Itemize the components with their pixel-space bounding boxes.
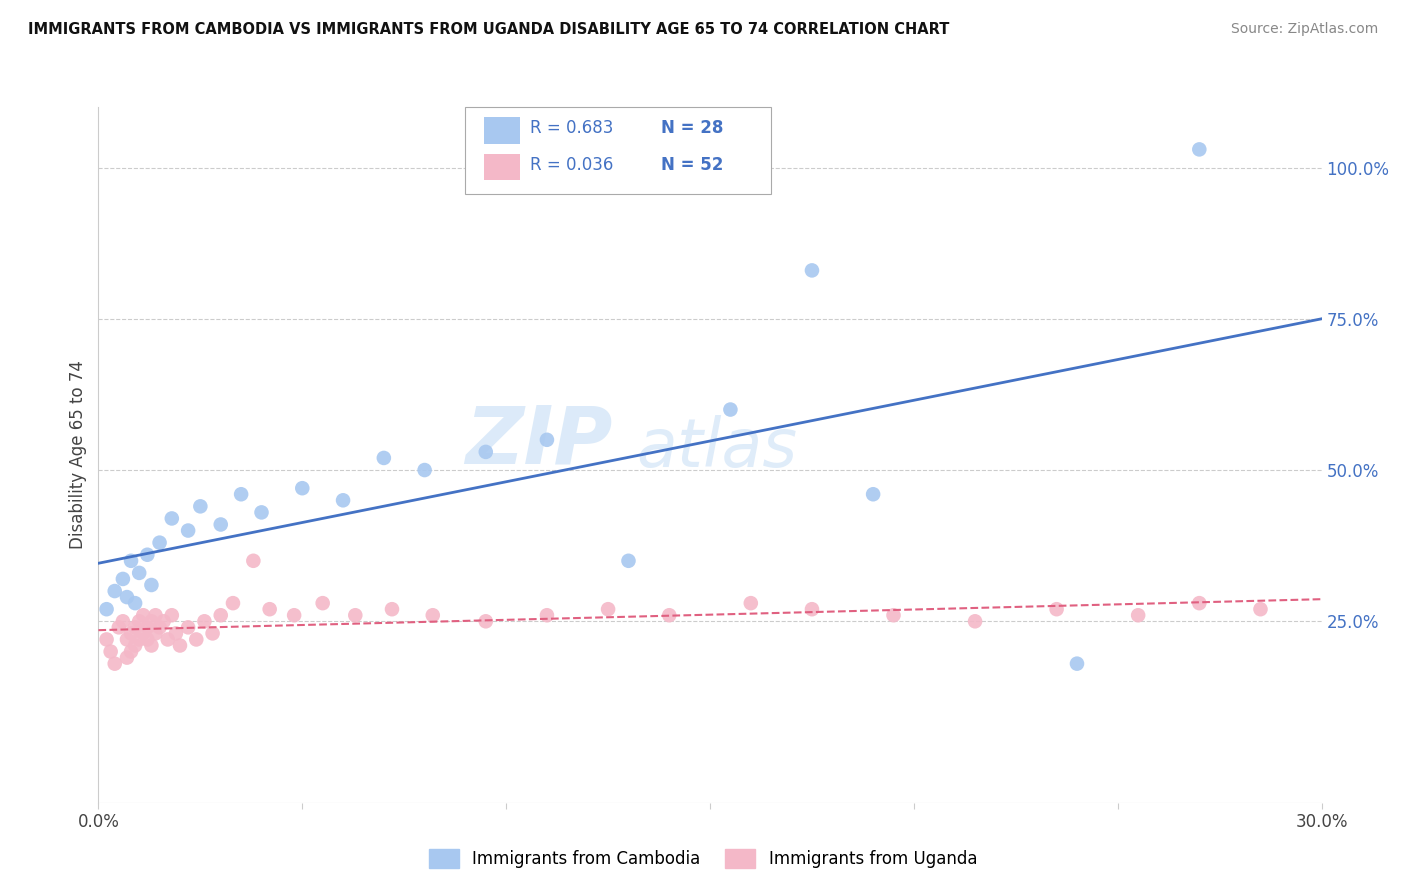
Point bbox=[104, 657, 127, 671]
Point bbox=[160, 511, 183, 525]
FancyBboxPatch shape bbox=[484, 118, 520, 144]
Point bbox=[128, 566, 150, 580]
Point bbox=[149, 620, 172, 634]
Point bbox=[108, 620, 131, 634]
Text: atlas: atlas bbox=[637, 415, 797, 481]
Point bbox=[720, 402, 742, 417]
Point bbox=[536, 608, 558, 623]
Text: N = 52: N = 52 bbox=[661, 156, 724, 174]
Point bbox=[283, 608, 305, 623]
Point bbox=[259, 602, 281, 616]
Point bbox=[862, 487, 884, 501]
Point bbox=[115, 590, 138, 604]
Point bbox=[291, 481, 314, 495]
Point bbox=[149, 535, 172, 549]
Point bbox=[124, 620, 146, 634]
Point bbox=[128, 632, 150, 647]
Point bbox=[242, 554, 264, 568]
Point bbox=[124, 639, 146, 653]
Point bbox=[801, 263, 824, 277]
Y-axis label: Disability Age 65 to 74: Disability Age 65 to 74 bbox=[69, 360, 87, 549]
Point bbox=[165, 626, 187, 640]
Point bbox=[100, 644, 122, 658]
Text: IMMIGRANTS FROM CAMBODIA VS IMMIGRANTS FROM UGANDA DISABILITY AGE 65 TO 74 CORRE: IMMIGRANTS FROM CAMBODIA VS IMMIGRANTS F… bbox=[28, 22, 949, 37]
Point bbox=[312, 596, 335, 610]
Point bbox=[141, 639, 163, 653]
Point bbox=[740, 596, 762, 610]
Point bbox=[422, 608, 444, 623]
Point bbox=[1188, 142, 1211, 156]
Text: N = 28: N = 28 bbox=[661, 119, 724, 136]
Point bbox=[96, 632, 118, 647]
Point bbox=[136, 620, 159, 634]
Point bbox=[111, 572, 134, 586]
Point bbox=[209, 517, 232, 532]
Point bbox=[1128, 608, 1150, 623]
FancyBboxPatch shape bbox=[465, 107, 772, 194]
Point bbox=[120, 626, 142, 640]
Point bbox=[141, 578, 163, 592]
Legend: Immigrants from Cambodia, Immigrants from Uganda: Immigrants from Cambodia, Immigrants fro… bbox=[422, 842, 984, 875]
Point bbox=[1045, 602, 1069, 616]
Point bbox=[474, 615, 498, 629]
Point bbox=[136, 548, 159, 562]
Point bbox=[96, 602, 118, 616]
Point bbox=[373, 450, 395, 465]
Point bbox=[381, 602, 404, 616]
Point bbox=[188, 500, 212, 514]
Point bbox=[222, 596, 245, 610]
FancyBboxPatch shape bbox=[484, 153, 520, 180]
Point bbox=[1249, 602, 1271, 616]
Point bbox=[120, 644, 142, 658]
Point bbox=[136, 632, 159, 647]
Text: Source: ZipAtlas.com: Source: ZipAtlas.com bbox=[1230, 22, 1378, 37]
Point bbox=[152, 615, 174, 629]
Point bbox=[332, 493, 354, 508]
Point bbox=[209, 608, 232, 623]
Point bbox=[1066, 657, 1088, 671]
Point bbox=[120, 554, 142, 568]
Point bbox=[115, 632, 138, 647]
Point bbox=[132, 608, 155, 623]
Point bbox=[186, 632, 208, 647]
Point bbox=[124, 596, 146, 610]
Point bbox=[965, 615, 987, 629]
Point bbox=[141, 615, 163, 629]
Text: R = 0.683: R = 0.683 bbox=[530, 119, 613, 136]
Point bbox=[160, 608, 183, 623]
Point bbox=[177, 524, 200, 538]
Point bbox=[658, 608, 681, 623]
Point bbox=[883, 608, 905, 623]
Point bbox=[177, 620, 200, 634]
Point bbox=[111, 615, 134, 629]
Text: R = 0.036: R = 0.036 bbox=[530, 156, 613, 174]
Point bbox=[344, 608, 367, 623]
Point bbox=[169, 639, 191, 653]
Point bbox=[231, 487, 253, 501]
Point bbox=[250, 505, 273, 519]
Point bbox=[145, 608, 167, 623]
Point bbox=[598, 602, 620, 616]
Point bbox=[617, 554, 640, 568]
Point bbox=[413, 463, 436, 477]
Point bbox=[201, 626, 224, 640]
Point bbox=[115, 650, 138, 665]
Text: ZIP: ZIP bbox=[465, 402, 612, 480]
Point bbox=[128, 615, 150, 629]
Point bbox=[156, 632, 179, 647]
Point bbox=[145, 626, 167, 640]
Point bbox=[801, 602, 824, 616]
Point bbox=[104, 584, 127, 599]
Point bbox=[132, 626, 155, 640]
Point bbox=[474, 445, 498, 459]
Point bbox=[193, 615, 215, 629]
Point bbox=[536, 433, 558, 447]
Point bbox=[1188, 596, 1211, 610]
